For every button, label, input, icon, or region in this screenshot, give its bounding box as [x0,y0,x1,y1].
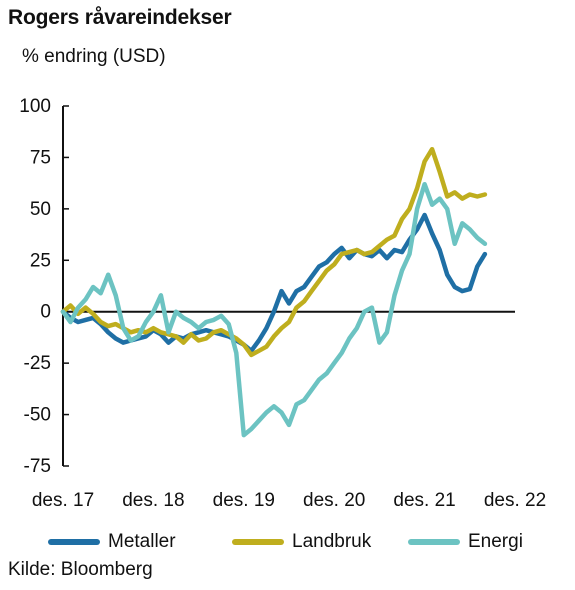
x-tick-label: des. 17 [32,490,94,511]
legend-item-landbruk: Landbruk [232,525,371,559]
line-chart: 100 75 50 25 0 -25 -50 -75 des. 17 des. 18 des. 19… [19,96,546,511]
source-note: Kilde: Bloomberg [8,559,153,580]
legend-item-energi: Energi [408,525,523,559]
x-tick-label: des. 22 [484,490,546,511]
legend-swatch [232,539,284,545]
chart-legend: Metaller Landbruk Energi [0,525,575,559]
y-tick-label: 100 [19,96,51,117]
x-tick-label: des. 20 [303,490,365,511]
chart-title: Rogers råvareindekser [8,6,232,29]
legend-label: Energi [468,531,523,552]
y-tick-label: 0 [40,302,51,323]
legend-item-metaller: Metaller [48,525,176,559]
y-tick-label: 75 [30,147,51,168]
series-line-energi [60,181,488,438]
x-tick-label: des. 21 [393,490,455,511]
legend-swatch [48,539,100,545]
y-tick-label: 50 [30,199,51,220]
legend-label: Landbruk [292,531,372,552]
legend-swatch [408,539,460,545]
series-line-landbruk [60,146,488,358]
y-tick-label: -75 [24,456,51,477]
x-tick-label: des. 18 [122,490,184,511]
y-tick-label: -25 [24,353,51,374]
x-tick-label: des. 19 [213,490,275,511]
legend-label: Metaller [108,531,176,552]
y-tick-label: -50 [24,405,51,426]
y-axis-unit-label: % endring (USD) [22,46,166,67]
y-tick-label: 25 [30,250,51,271]
